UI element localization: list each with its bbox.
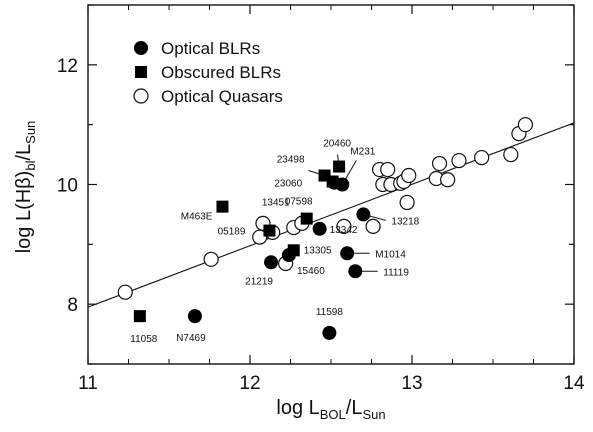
optical-quasar-point xyxy=(365,218,381,234)
legend-label: Obscured BLRs xyxy=(161,63,281,82)
y-tick-label: 12 xyxy=(57,56,78,77)
annotation-leader xyxy=(341,160,357,185)
obscured-blr-point xyxy=(263,224,276,237)
optical-blr-point xyxy=(264,255,279,270)
optical-quasar-point xyxy=(401,167,417,184)
optical-blr-point xyxy=(312,221,327,236)
point-annotation: 11058 xyxy=(130,334,158,345)
optical-quasar-point xyxy=(380,161,396,178)
fit-line xyxy=(87,122,575,308)
obscured-blr-point xyxy=(133,310,146,323)
point-annotation: 21219 xyxy=(245,276,273,287)
point-annotation: M463E xyxy=(181,212,213,223)
optical-quasar-point xyxy=(117,284,133,300)
optical-quasar-point xyxy=(399,194,415,211)
optical-blr-point xyxy=(187,309,202,324)
annotation-leader xyxy=(337,154,340,167)
optical-quasar-point xyxy=(517,117,534,133)
annotation-leader xyxy=(363,213,386,221)
point-annotation: 20460 xyxy=(323,139,351,150)
x-tick-label: 12 xyxy=(239,373,260,394)
legend-marker xyxy=(133,88,149,104)
y-tick-label: 8 xyxy=(67,295,78,316)
optical-quasar-point xyxy=(431,155,448,172)
optical-quasar-point xyxy=(503,146,519,163)
point-annotation: 13342 xyxy=(330,225,358,236)
x-tick-label: 14 xyxy=(563,373,585,394)
point-annotation: 15460 xyxy=(297,266,325,277)
point-annotation: 11119 xyxy=(383,267,409,278)
obscured-blr-point xyxy=(216,200,229,213)
optical-quasar-point xyxy=(336,218,352,234)
y-axis-label: log L(Hβ)bl/LSun xyxy=(13,121,38,254)
point-annotation: N7469 xyxy=(176,333,206,344)
legend-marker xyxy=(134,41,148,55)
point-annotation: 07598 xyxy=(285,197,313,208)
point-annotation: 05189 xyxy=(218,227,246,238)
point-annotation: 23498 xyxy=(277,155,305,166)
x-tick-label: 13 xyxy=(401,373,422,394)
optical-quasar-point xyxy=(203,251,219,267)
optical-quasar-point xyxy=(440,172,456,188)
legend-label: Optical BLRs xyxy=(161,39,260,58)
point-annotation: 13451 xyxy=(262,197,290,208)
point-annotation: M1014 xyxy=(375,249,406,260)
point-annotation: M231 xyxy=(350,147,375,158)
optical-blr-point xyxy=(322,325,337,340)
point-annotation: 13305 xyxy=(304,245,332,256)
y-tick-label: 10 xyxy=(57,176,78,197)
obscured-blr-point xyxy=(300,212,313,225)
annotation-leader xyxy=(308,170,325,177)
x-axis-label: log LBOL/LSun xyxy=(276,397,385,422)
legend-label: Optical Quasars xyxy=(161,87,283,106)
point-annotation: 11598 xyxy=(316,307,344,318)
x-tick-label: 11 xyxy=(78,373,98,394)
point-annotation: 23060 xyxy=(274,179,302,190)
legend-marker xyxy=(135,66,147,78)
optical-blr-point xyxy=(281,248,296,263)
optical-quasar-point xyxy=(474,149,490,166)
optical-quasar-point xyxy=(451,152,467,169)
point-annotation: 13218 xyxy=(391,216,419,227)
